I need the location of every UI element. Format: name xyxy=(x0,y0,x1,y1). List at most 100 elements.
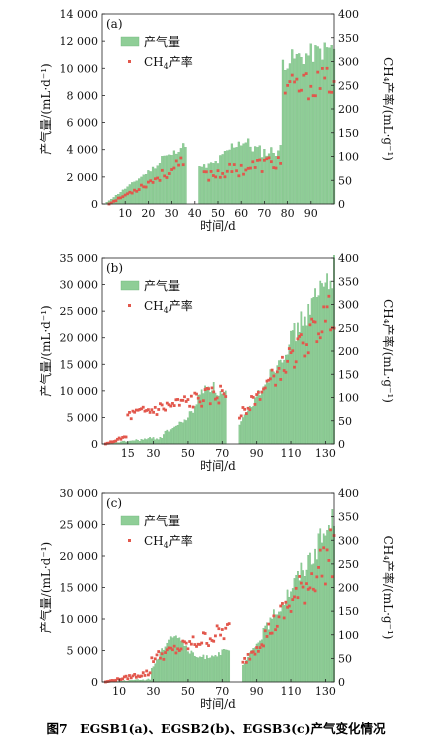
ch4-point xyxy=(119,678,123,682)
ch4-point xyxy=(306,587,310,591)
ch4-point xyxy=(321,67,324,70)
y-right-tick-label: 300 xyxy=(338,299,359,312)
ch4-point xyxy=(179,647,183,651)
ch4-point xyxy=(153,657,157,661)
ch4-point xyxy=(174,398,178,402)
ch4-point xyxy=(309,84,313,88)
gas-bar xyxy=(291,588,294,683)
gas-bar xyxy=(171,428,174,445)
ch4-point xyxy=(260,170,264,173)
x-tick-label: 80 xyxy=(281,207,295,220)
ch4-point xyxy=(157,408,161,411)
gas-bar xyxy=(154,168,157,205)
gas-bar xyxy=(250,650,253,683)
y-left-tick-label: 0 xyxy=(91,198,98,211)
y-left-tick-label: 5 000 xyxy=(67,645,99,658)
gas-bar xyxy=(159,437,162,445)
gas-bar xyxy=(147,678,150,683)
gas-bar xyxy=(170,155,173,205)
gas-bar xyxy=(224,649,227,683)
ch4-point xyxy=(283,91,287,95)
gas-bar xyxy=(279,145,282,205)
gas-bar xyxy=(223,392,225,445)
ch4-point xyxy=(114,678,118,682)
x-tick-label: 60 xyxy=(234,207,248,220)
legend: 产气量 CH4产率 xyxy=(120,513,193,550)
ch4-point xyxy=(123,193,127,197)
gas-bar xyxy=(138,178,141,205)
ch4-point xyxy=(277,615,281,619)
y-left-tick-label: 15 000 xyxy=(60,358,99,371)
y-right-tick-label: 100 xyxy=(338,629,359,642)
gas-bar xyxy=(288,344,291,445)
gas-bar xyxy=(219,391,222,445)
ch4-point xyxy=(262,387,265,391)
gas-bar xyxy=(214,392,217,445)
ch4-point xyxy=(265,157,269,161)
ch4-point xyxy=(165,648,169,652)
ch4-point xyxy=(130,191,134,195)
ch4-point xyxy=(126,413,130,417)
y-right-tick-label: 350 xyxy=(338,511,359,524)
ch4-point xyxy=(329,528,332,532)
ch4-point xyxy=(246,406,250,410)
ch4-point xyxy=(140,183,143,187)
gas-bar xyxy=(223,648,225,683)
ch4-point xyxy=(200,641,204,645)
ch4-point xyxy=(315,340,319,344)
gas-bar xyxy=(228,650,231,683)
ch4-point xyxy=(121,195,125,199)
ch4-point xyxy=(200,404,204,408)
gas-bar xyxy=(147,438,150,445)
y-right-tick-label: 400 xyxy=(338,252,359,265)
ch4-point xyxy=(156,176,160,180)
ch4-point xyxy=(243,407,247,411)
gas-bar xyxy=(298,53,301,205)
ch4-point xyxy=(174,159,178,163)
gas-bar xyxy=(314,548,316,683)
ch4-point xyxy=(184,400,188,403)
gas-bar xyxy=(240,421,243,445)
ch4-point xyxy=(269,377,272,381)
ch4-point xyxy=(251,395,255,399)
ch4-point xyxy=(258,398,262,401)
ch4-point xyxy=(327,90,331,94)
y-right-tick-label: 200 xyxy=(338,345,359,358)
gas-bar xyxy=(267,382,270,445)
gas-bar xyxy=(314,288,316,445)
y-right-tick-label: 350 xyxy=(338,275,359,288)
gas-bar xyxy=(251,151,254,205)
gas-bar xyxy=(328,47,331,205)
ch4-point xyxy=(310,572,314,576)
ch4-point xyxy=(201,631,205,635)
ch4-point xyxy=(325,305,329,309)
y-left-tick-label: 0 xyxy=(91,438,98,451)
ch4-point xyxy=(303,601,307,605)
ch4-point xyxy=(253,652,257,656)
ch4-point xyxy=(205,387,209,390)
ch4-point xyxy=(267,378,271,382)
gas-bar xyxy=(264,384,267,445)
gas-bar xyxy=(254,146,257,205)
y-right-tick-label: 250 xyxy=(338,558,359,571)
gas-bar xyxy=(193,655,196,683)
ch4-point xyxy=(313,320,317,324)
ch4-point xyxy=(287,347,291,350)
legend-gas-swatch xyxy=(120,280,140,291)
ch4-point xyxy=(133,188,136,192)
gas-bar xyxy=(198,166,201,205)
legend-ch4-label: CH4产率 xyxy=(144,533,193,550)
y-right-axis-label: CH₄产率/(mL·g⁻¹) xyxy=(381,57,396,161)
gas-bar xyxy=(181,422,184,445)
y-right-tick-label: 150 xyxy=(338,368,359,381)
ch4-point xyxy=(114,199,118,203)
ch4-point xyxy=(250,650,253,654)
ch4-point xyxy=(282,616,286,620)
ch4-point xyxy=(260,643,264,647)
ch4-point xyxy=(235,169,238,173)
gas-bar xyxy=(307,55,310,205)
gas-bar xyxy=(309,43,312,205)
ch4-point xyxy=(320,574,324,578)
y-left-tick-label: 6 000 xyxy=(67,117,99,130)
ch4-point xyxy=(151,180,155,184)
